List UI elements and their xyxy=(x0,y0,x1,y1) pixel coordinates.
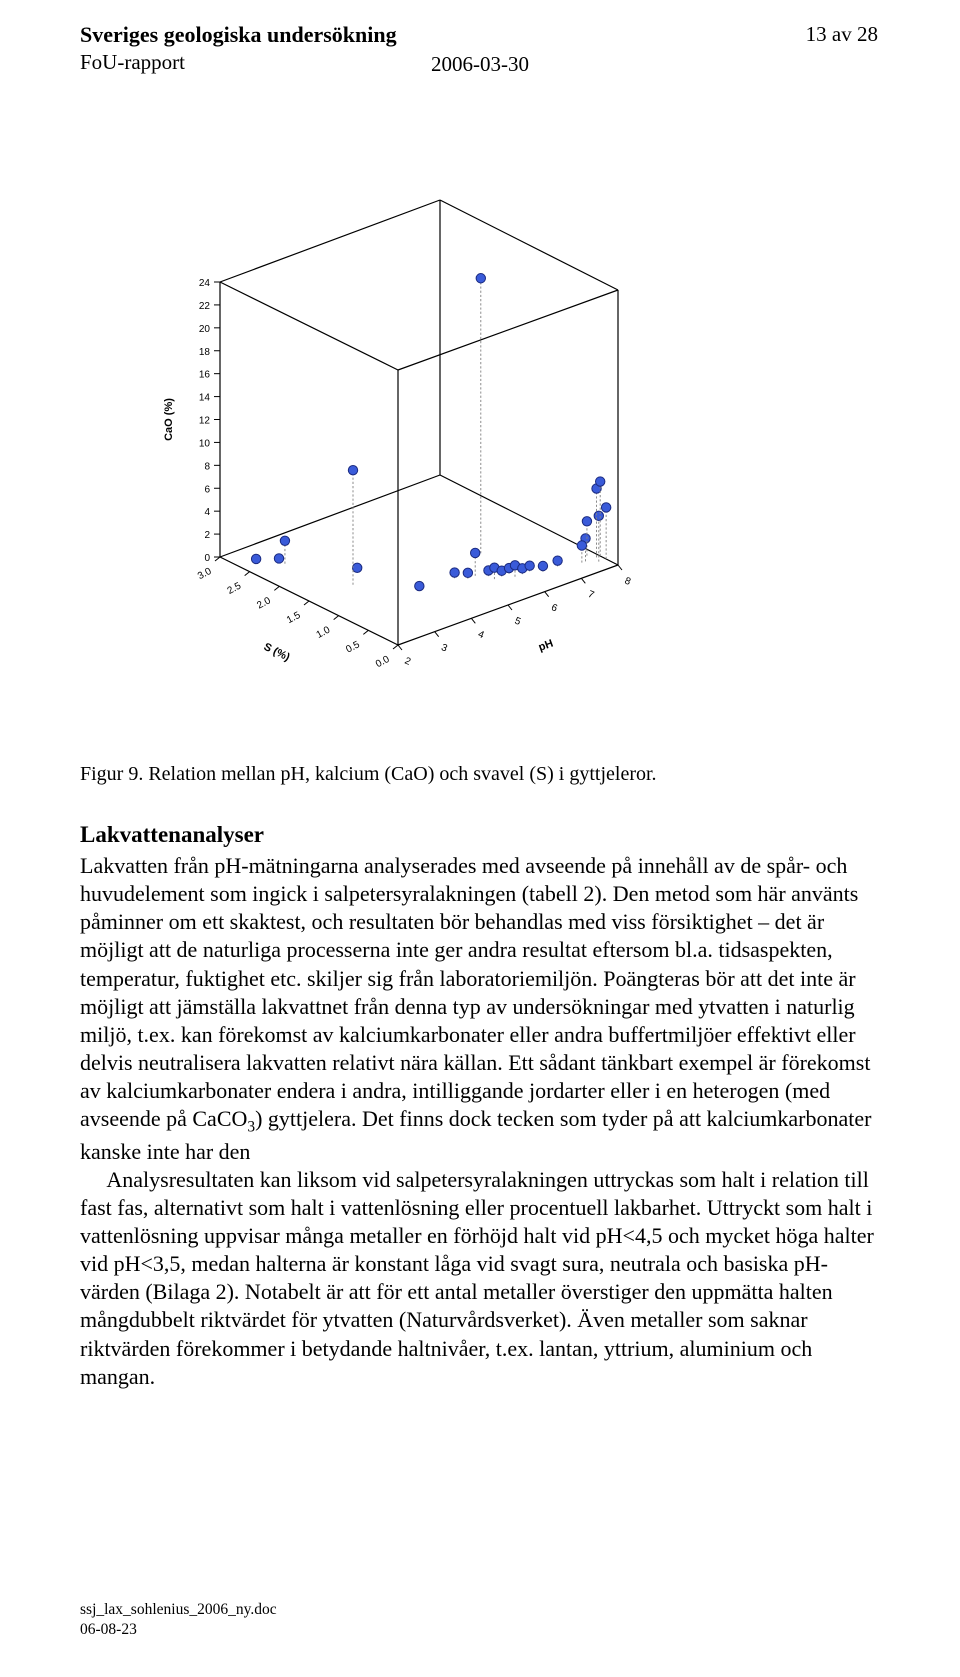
svg-text:1.0: 1.0 xyxy=(315,624,333,640)
svg-text:pH: pH xyxy=(537,638,555,654)
svg-text:2.0: 2.0 xyxy=(255,595,273,611)
svg-text:3.0: 3.0 xyxy=(196,566,214,582)
section-heading: Lakvattenanalyser xyxy=(80,822,878,848)
svg-text:18: 18 xyxy=(199,347,211,358)
svg-text:16: 16 xyxy=(199,370,211,381)
figure-3d-scatter: 024681012141618202224CaO (%)0.00.51.01.5… xyxy=(130,165,690,695)
svg-text:CaO (%): CaO (%) xyxy=(163,398,175,441)
body-paragraph: Lakvatten från pH-mätningarna analyserad… xyxy=(80,852,878,1391)
svg-text:3: 3 xyxy=(440,642,450,654)
header-right: 13 av 28 xyxy=(806,22,878,47)
document-page: Sveriges geologiska undersökning FoU-rap… xyxy=(0,0,960,1677)
svg-text:6: 6 xyxy=(550,602,560,614)
svg-text:4: 4 xyxy=(476,629,486,641)
page-footer: ssj_lax_sohlenius_2006_ny.doc 06-08-23 xyxy=(80,1600,277,1639)
svg-text:0.0: 0.0 xyxy=(374,654,392,670)
svg-text:2: 2 xyxy=(204,530,210,541)
svg-text:2: 2 xyxy=(403,656,413,668)
footer-filename: ssj_lax_sohlenius_2006_ny.doc xyxy=(80,1600,277,1619)
svg-text:24: 24 xyxy=(199,278,211,289)
svg-text:8: 8 xyxy=(204,461,210,472)
svg-text:6: 6 xyxy=(204,484,210,495)
svg-text:1.5: 1.5 xyxy=(285,610,303,626)
svg-text:7: 7 xyxy=(586,589,596,601)
svg-text:0: 0 xyxy=(204,553,210,564)
svg-text:4: 4 xyxy=(204,507,210,518)
svg-text:10: 10 xyxy=(199,438,211,449)
page-number: 13 av 28 xyxy=(806,22,878,47)
header-left: Sveriges geologiska undersökning FoU-rap… xyxy=(80,22,397,75)
svg-text:8: 8 xyxy=(623,576,633,588)
report-type: FoU-rapport xyxy=(80,50,397,75)
svg-text:0.5: 0.5 xyxy=(344,639,362,655)
svg-text:12: 12 xyxy=(199,416,211,427)
page-header: Sveriges geologiska undersökning FoU-rap… xyxy=(80,22,878,75)
svg-text:20: 20 xyxy=(199,324,211,335)
footer-date: 06-08-23 xyxy=(80,1620,277,1639)
svg-text:5: 5 xyxy=(513,616,523,628)
figure-caption: Figur 9. Relation mellan pH, kalcium (Ca… xyxy=(80,763,878,786)
svg-text:2.5: 2.5 xyxy=(226,580,244,596)
svg-text:14: 14 xyxy=(199,393,211,404)
org-name: Sveriges geologiska undersökning xyxy=(80,22,397,48)
svg-text:S (%): S (%) xyxy=(262,641,292,664)
svg-text:22: 22 xyxy=(199,301,211,312)
